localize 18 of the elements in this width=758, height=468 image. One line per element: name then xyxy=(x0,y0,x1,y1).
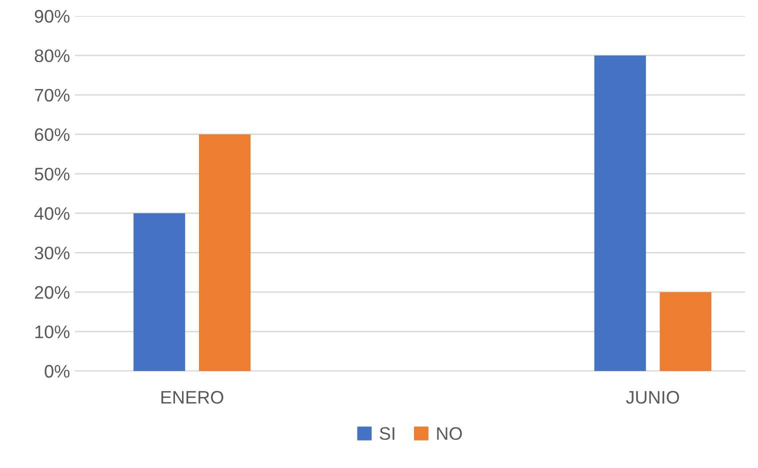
x-tick-label: JUNIO xyxy=(626,390,680,404)
y-tick-label: 50% xyxy=(34,168,70,180)
legend-label: SI xyxy=(380,427,394,440)
y-tick-label: 60% xyxy=(34,128,70,142)
y-tick-label: 40% xyxy=(34,207,70,220)
y-tick-label: 90% xyxy=(34,10,70,23)
bar xyxy=(594,55,646,371)
y-tick-label: 10% xyxy=(35,325,70,338)
y-tick-label: 70% xyxy=(34,88,70,102)
bar xyxy=(660,292,712,371)
bar xyxy=(198,134,251,371)
bar xyxy=(134,213,186,371)
x-tick-label: ENERO xyxy=(161,390,224,404)
y-tick-label: 80% xyxy=(34,49,70,62)
y-tick-label: 30% xyxy=(34,246,70,260)
y-tick-label: 0% xyxy=(44,364,70,378)
y-tick-label: 20% xyxy=(34,286,70,299)
legend-label: NO xyxy=(437,427,462,440)
